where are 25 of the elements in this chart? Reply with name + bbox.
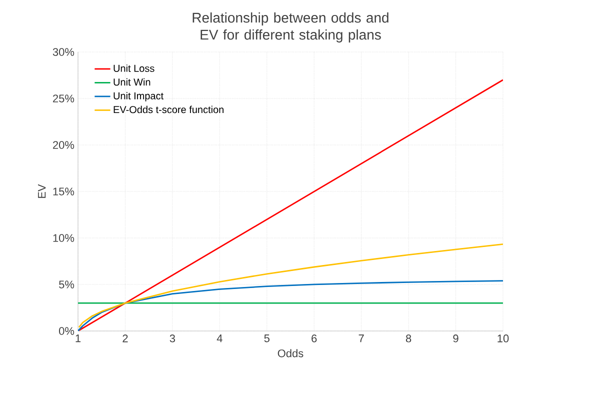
x-tick-label: 7 <box>358 334 364 342</box>
x-axis-title: Odds <box>278 349 304 358</box>
x-tick-label: 10 <box>498 334 509 342</box>
y-tick-label: 5% <box>59 280 74 288</box>
y-tick-label: 20% <box>53 141 74 149</box>
y-tick-label: 10% <box>53 234 74 242</box>
y-axis-title: EV <box>38 184 46 198</box>
x-tick-label: 9 <box>453 334 458 342</box>
y-tick-label: 25% <box>53 94 74 102</box>
line-series <box>78 244 503 328</box>
x-tick-label: 6 <box>312 334 317 342</box>
legend-label: Unit Loss <box>114 64 154 72</box>
x-tick-label: 4 <box>216 334 222 342</box>
x-tick-label: 2 <box>122 334 128 342</box>
x-tick-label: 5 <box>264 334 270 342</box>
chart-title: Relationship between odds and EV for different staking plans <box>192 12 388 42</box>
x-tick-label: 1 <box>76 334 81 342</box>
y-tick-label: 15% <box>53 188 74 196</box>
legend-label: Unit Impact <box>114 92 164 102</box>
x-tick-label: 3 <box>170 334 176 342</box>
y-tick-label: 30% <box>52 48 74 56</box>
y-tick-label: 0% <box>59 327 74 335</box>
legend-label: Unit Win <box>114 78 150 86</box>
x-tick-label: 8 <box>406 334 412 342</box>
legend-label: EV-Odds t-score function <box>114 106 224 114</box>
